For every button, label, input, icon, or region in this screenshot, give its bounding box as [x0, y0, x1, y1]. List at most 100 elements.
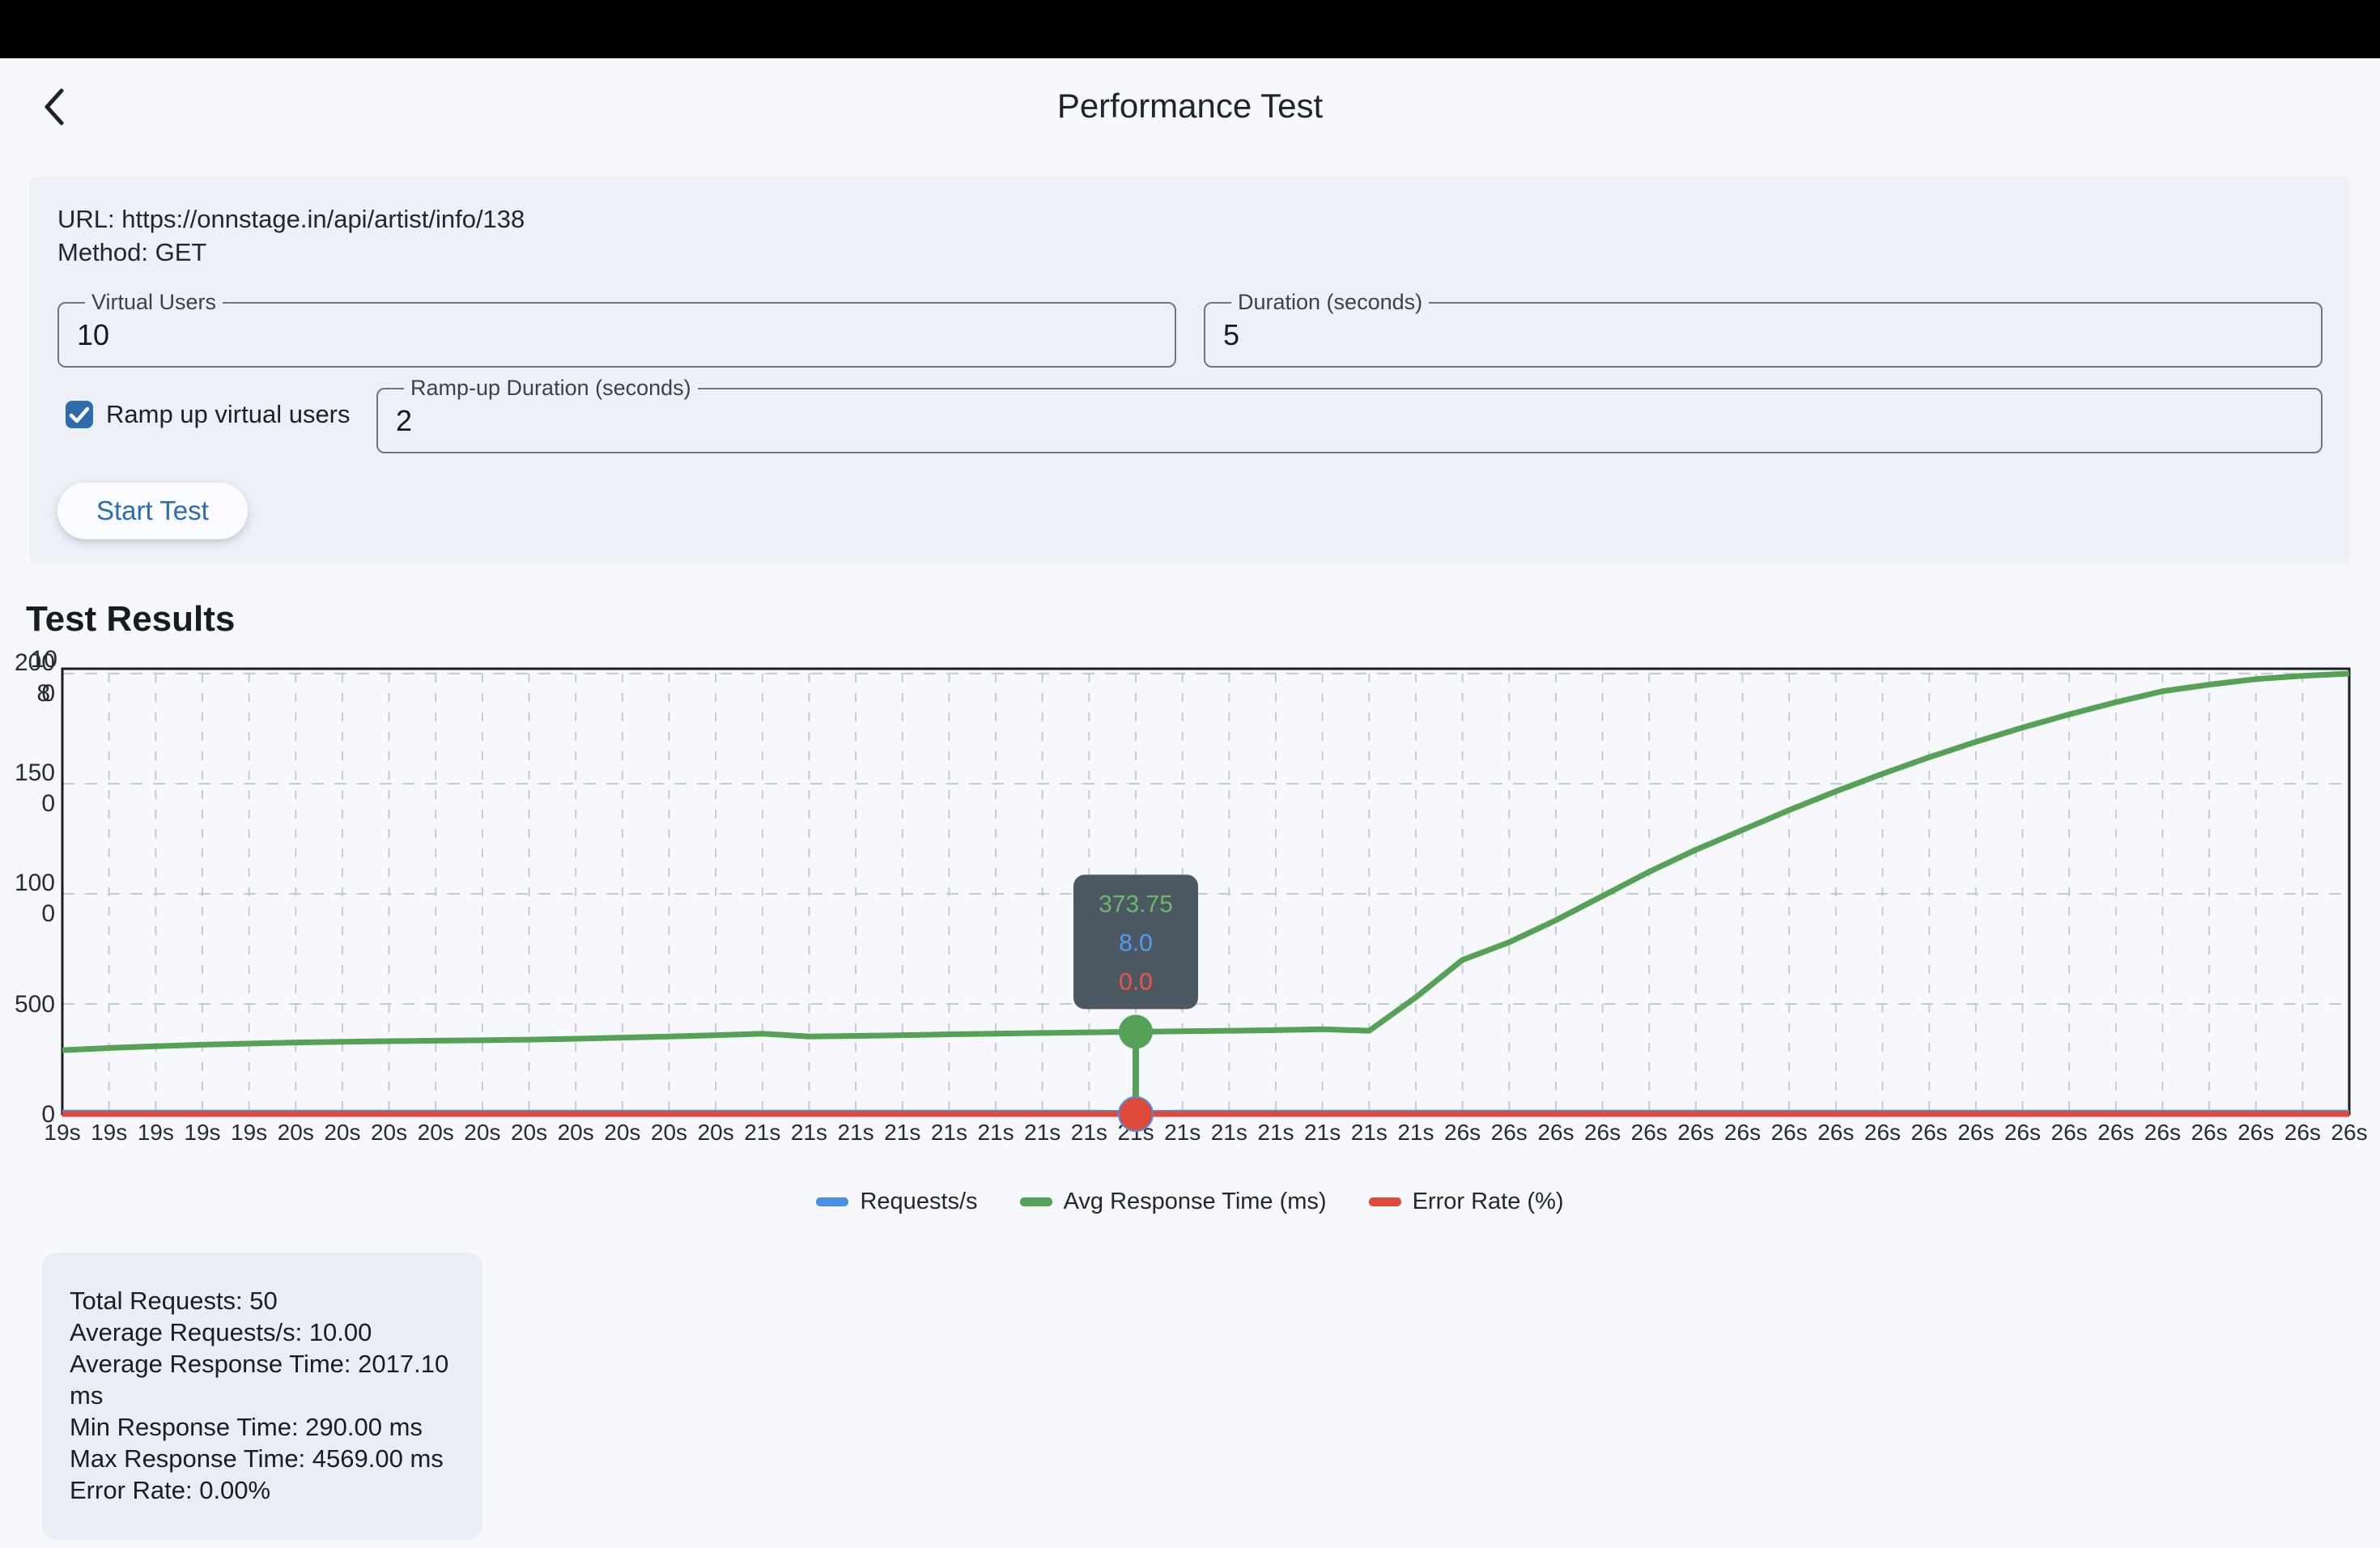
- x-tick-label: 26s: [1957, 1120, 1994, 1145]
- x-tick-label: 26s: [2238, 1120, 2274, 1145]
- back-button[interactable]: [32, 83, 81, 131]
- ramp-checkbox[interactable]: [66, 401, 93, 428]
- x-tick-label: 21s: [1024, 1120, 1060, 1145]
- x-tick-label: 26s: [1817, 1120, 1854, 1145]
- x-tick-label: 21s: [931, 1120, 967, 1145]
- ramp-checkbox-group[interactable]: Ramp up virtual users: [57, 400, 376, 429]
- virtual-users-input[interactable]: 10: [77, 318, 110, 351]
- x-tick-label: 20s: [324, 1120, 360, 1145]
- x-tick-label: 19s: [91, 1120, 127, 1145]
- x-tick-label: 19s: [184, 1120, 220, 1145]
- virtual-users-label: Virtual Users: [91, 290, 217, 314]
- test-summary-card: Total Requests: 50 Average Requests/s: 1…: [42, 1252, 482, 1540]
- chart-tooltip: [1073, 874, 1199, 1010]
- x-tick-label: 20s: [278, 1120, 314, 1145]
- x-tick-label: 21s: [1304, 1120, 1341, 1145]
- x-tick-label: 21s: [884, 1120, 920, 1145]
- x-tick-label: 19s: [44, 1120, 80, 1145]
- x-tick-label: 21s: [1257, 1120, 1294, 1145]
- tooltip-value: 373.75: [1099, 891, 1173, 917]
- y-tick-label: 500: [15, 991, 55, 1018]
- ramp-checkbox-label: Ramp up virtual users: [106, 400, 351, 428]
- y-overlap-label: 10: [31, 646, 57, 673]
- x-tick-label: 20s: [651, 1120, 687, 1145]
- x-tick-label: 26s: [2004, 1120, 2041, 1145]
- x-tick-label: 20s: [464, 1120, 500, 1145]
- legend-item-error-rate: Error Rate (%): [1368, 1189, 1564, 1215]
- x-tick-label: 26s: [2097, 1120, 2134, 1145]
- x-tick-label: 20s: [698, 1120, 734, 1145]
- test-config-panel: URL: https://onnstage.in/api/artist/info…: [30, 176, 2350, 563]
- x-tick-label: 26s: [2144, 1120, 2181, 1145]
- x-tick-label: 26s: [1864, 1120, 1901, 1145]
- method-text: Method: GET: [57, 238, 207, 266]
- ramp-row: Ramp up virtual users Ramp-up Duration (…: [57, 376, 2323, 453]
- x-tick-label: 26s: [1491, 1120, 1528, 1145]
- y-tick-label: 0: [41, 900, 55, 927]
- y-tick-label: 0: [41, 680, 55, 707]
- x-tick-label: 21s: [1351, 1120, 1388, 1145]
- duration-field[interactable]: Duration (seconds) 5: [1204, 290, 2323, 368]
- ramp-duration-input[interactable]: 2: [396, 404, 413, 437]
- y-overlap-label: 8: [36, 680, 50, 707]
- duration-label: Duration (seconds): [1238, 290, 1423, 314]
- plot-border: [61, 667, 2351, 1116]
- duration-input[interactable]: 5: [1223, 318, 1240, 351]
- x-tick-label: 26s: [1537, 1120, 1574, 1145]
- requests-swatch-icon: [816, 1197, 849, 1206]
- y-tick-label: 200: [15, 649, 55, 676]
- chevron-left-icon: [45, 88, 64, 125]
- legend-item-response-time: Avg Response Time (ms): [1019, 1189, 1327, 1215]
- x-tick-label: 19s: [138, 1120, 174, 1145]
- y-tick-label: 150: [15, 759, 55, 786]
- response-time-line: [62, 670, 2350, 1053]
- x-tick-label: 26s: [2191, 1120, 2227, 1145]
- app-bar: Performance Test: [0, 58, 2380, 154]
- virtual-users-field[interactable]: Virtual Users 10: [57, 290, 1176, 368]
- x-tick-label: 26s: [1444, 1120, 1481, 1145]
- x-tick-label: 26s: [1584, 1120, 1621, 1145]
- ramp-duration-field[interactable]: Ramp-up Duration (seconds) 2: [376, 376, 2323, 453]
- response-marker-dot[interactable]: [1119, 1014, 1154, 1049]
- x-tick-label: 26s: [2284, 1120, 2321, 1145]
- x-tick-label: 21s: [1211, 1120, 1247, 1145]
- y-tick-label: 100: [15, 870, 55, 896]
- error-marker-dot[interactable]: [1118, 1096, 1154, 1132]
- url-text: URL: https://onnstage.in/api/artist/info…: [57, 205, 525, 233]
- stat-avg-requests: Average Requests/s: 10.00: [70, 1318, 372, 1346]
- x-tick-label: 21s: [1164, 1120, 1201, 1145]
- x-tick-label: 26s: [1677, 1120, 1714, 1145]
- stat-avg-response: Average Response Time: 2017.10 ms: [70, 1350, 449, 1410]
- x-tick-label: 21s: [791, 1120, 827, 1145]
- checkmark-icon: [69, 406, 90, 423]
- legend-label-error-rate: Error Rate (%): [1412, 1189, 1564, 1214]
- status-bar: [0, 0, 2380, 58]
- x-tick-label: 26s: [2051, 1120, 2088, 1145]
- start-test-button[interactable]: Start Test: [57, 483, 248, 539]
- chart-legend: Requests/s Avg Response Time (ms) Error …: [0, 1189, 2380, 1215]
- x-tick-label: 21s: [977, 1120, 1014, 1145]
- ramp-duration-label: Ramp-up Duration (seconds): [410, 376, 691, 400]
- stat-error-rate: Error Rate: 0.00%: [70, 1476, 271, 1504]
- x-tick-label: 20s: [418, 1120, 454, 1145]
- error-rate-swatch-icon: [1368, 1197, 1401, 1206]
- x-tick-label: 26s: [1631, 1120, 1668, 1145]
- y-tick-label: 0: [41, 1101, 55, 1128]
- performance-chart[interactable]: 200 0 150 0 100 0 500 0 10 8 19s 19s 19s 19s 19s 20s 20s…: [0, 643, 2380, 1187]
- x-tick-label: 20s: [558, 1120, 594, 1145]
- x-tick-label: 19s: [231, 1120, 267, 1145]
- legend-label-requests: Requests/s: [860, 1189, 978, 1214]
- x-tick-label: 20s: [371, 1120, 407, 1145]
- x-tick-label: 26s: [1724, 1120, 1761, 1145]
- x-tick-label: 20s: [511, 1120, 547, 1145]
- stat-max-response: Max Response Time: 4569.00 ms: [70, 1444, 444, 1473]
- inputs-row: Virtual Users 10 Duration (seconds) 5: [57, 290, 2323, 368]
- response-time-swatch-icon: [1019, 1197, 1052, 1206]
- x-tick-label: 26s: [1771, 1120, 1808, 1145]
- x-tick-label: 26s: [2331, 1120, 2367, 1145]
- legend-label-response-time: Avg Response Time (ms): [1063, 1189, 1327, 1214]
- x-tick-label: 21s: [744, 1120, 780, 1145]
- x-tick-label: 21s: [838, 1120, 874, 1145]
- y-tick-label: 0: [41, 790, 55, 817]
